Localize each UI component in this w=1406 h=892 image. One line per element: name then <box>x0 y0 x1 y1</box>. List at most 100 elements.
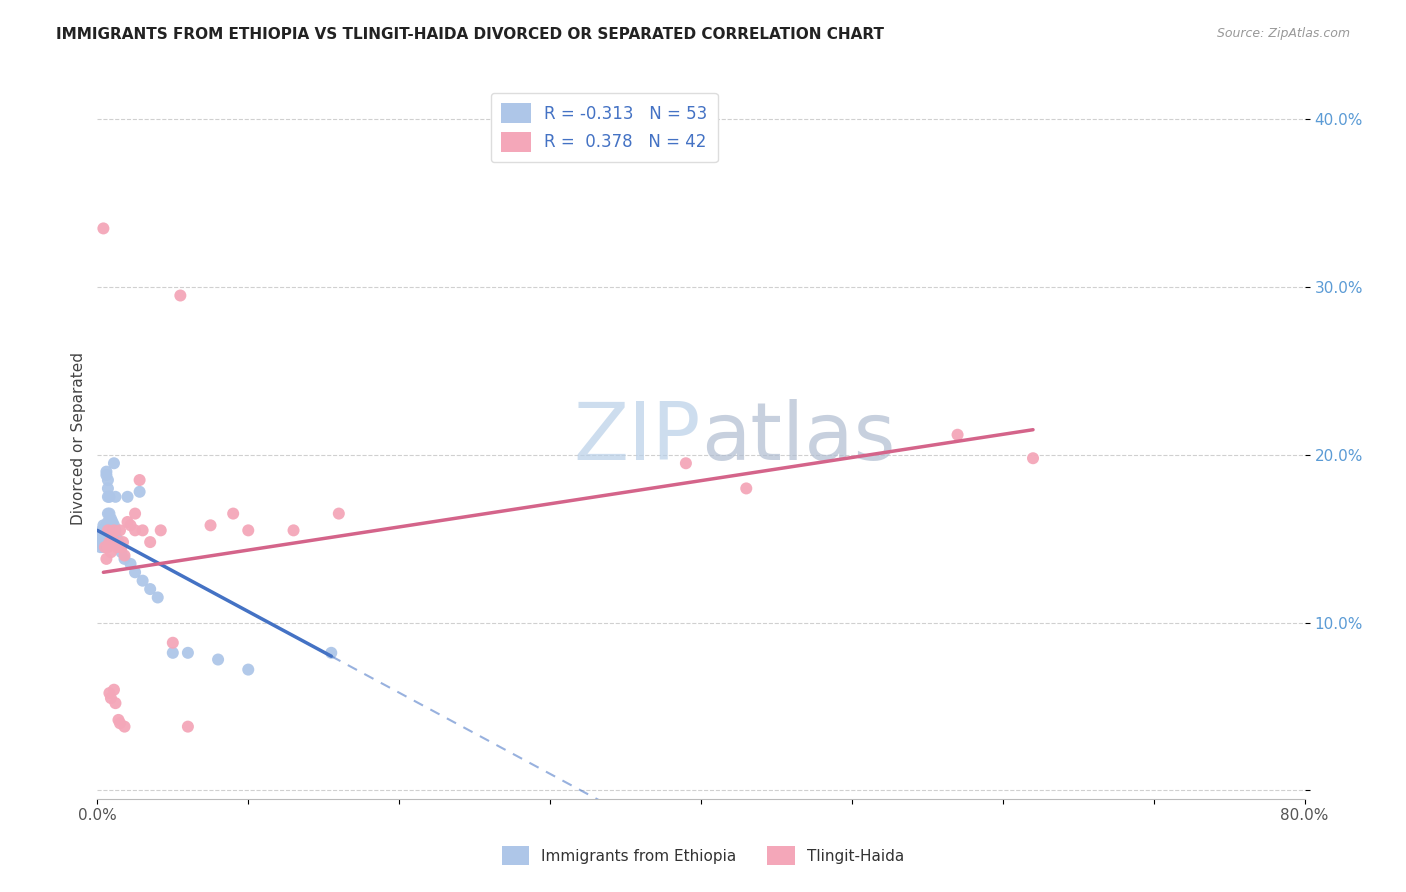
Point <box>100 545 122 559</box>
Point <box>100 518 122 533</box>
Point <box>98 686 121 700</box>
Point <box>162 636 184 650</box>
Y-axis label: Divorced or Separated: Divorced or Separated <box>72 351 86 524</box>
Point <box>104 524 127 538</box>
Point <box>104 696 127 710</box>
Text: ZIP: ZIP <box>574 399 702 477</box>
Point <box>97 507 120 521</box>
Point <box>735 482 758 496</box>
Point <box>177 646 200 660</box>
Point <box>97 473 120 487</box>
Point <box>104 490 127 504</box>
Point <box>97 515 120 529</box>
Text: atlas: atlas <box>702 399 896 477</box>
Point <box>98 490 121 504</box>
Point <box>162 646 184 660</box>
Point <box>97 524 120 538</box>
Point <box>1022 451 1045 466</box>
Point <box>90 524 112 538</box>
Point <box>97 482 120 496</box>
Point <box>96 532 118 546</box>
Point <box>98 524 121 538</box>
Point <box>93 540 115 554</box>
Point <box>97 540 120 554</box>
Point <box>238 524 260 538</box>
Point <box>105 532 128 546</box>
Point <box>238 663 260 677</box>
Point <box>675 456 697 470</box>
Point <box>124 566 146 580</box>
Point <box>100 511 122 525</box>
Point <box>93 535 115 549</box>
Point <box>93 221 115 235</box>
Point <box>103 518 125 533</box>
Point <box>98 507 121 521</box>
Point <box>101 515 124 529</box>
Point <box>97 524 120 538</box>
Point <box>169 288 191 302</box>
Point <box>131 574 153 588</box>
Text: IMMIGRANTS FROM ETHIOPIA VS TLINGIT-HAIDA DIVORCED OR SEPARATED CORRELATION CHAR: IMMIGRANTS FROM ETHIOPIA VS TLINGIT-HAID… <box>56 27 884 42</box>
Point <box>104 535 127 549</box>
Point <box>149 524 172 538</box>
Point <box>94 535 117 549</box>
Point <box>98 535 121 549</box>
Point <box>283 524 305 538</box>
Point <box>100 532 122 546</box>
Point <box>103 682 125 697</box>
Point <box>124 524 146 538</box>
Point <box>114 720 136 734</box>
Point <box>177 720 200 734</box>
Point <box>124 507 146 521</box>
Point <box>946 427 969 442</box>
Point <box>114 552 136 566</box>
Point <box>100 691 122 706</box>
Point <box>96 540 118 554</box>
Point <box>110 545 132 559</box>
Legend: Immigrants from Ethiopia, Tlingit-Haida: Immigrants from Ethiopia, Tlingit-Haida <box>496 840 910 871</box>
Point <box>108 540 131 554</box>
Point <box>108 524 131 538</box>
Point <box>107 713 129 727</box>
Point <box>94 540 117 554</box>
Point <box>96 468 118 483</box>
Point <box>105 540 128 554</box>
Point <box>110 540 132 554</box>
Point <box>139 582 162 596</box>
Point <box>131 524 153 538</box>
Text: Source: ZipAtlas.com: Source: ZipAtlas.com <box>1216 27 1350 40</box>
Point <box>103 456 125 470</box>
Point <box>107 535 129 549</box>
Point <box>101 532 124 546</box>
Point <box>146 591 169 605</box>
Point <box>89 540 111 554</box>
Point <box>87 532 110 546</box>
Point <box>120 518 142 533</box>
Point <box>139 535 162 549</box>
Point <box>101 524 124 538</box>
Point <box>96 518 118 533</box>
Point <box>207 652 229 666</box>
Point <box>103 524 125 538</box>
Point <box>222 507 245 521</box>
Point <box>96 465 118 479</box>
Point <box>96 552 118 566</box>
Point <box>328 507 350 521</box>
Point <box>117 490 139 504</box>
Point <box>128 473 150 487</box>
Point <box>94 524 117 538</box>
Point <box>321 646 343 660</box>
Point <box>97 535 120 549</box>
Point <box>90 528 112 542</box>
Point <box>120 557 142 571</box>
Point <box>108 716 131 731</box>
Point <box>200 518 222 533</box>
Point <box>94 528 117 542</box>
Point <box>93 518 115 533</box>
Point <box>114 549 136 563</box>
Point <box>111 535 134 549</box>
Point <box>117 515 139 529</box>
Point <box>98 535 121 549</box>
Point <box>89 535 111 549</box>
Legend: R = -0.313   N = 53, R =  0.378   N = 42: R = -0.313 N = 53, R = 0.378 N = 42 <box>491 93 717 162</box>
